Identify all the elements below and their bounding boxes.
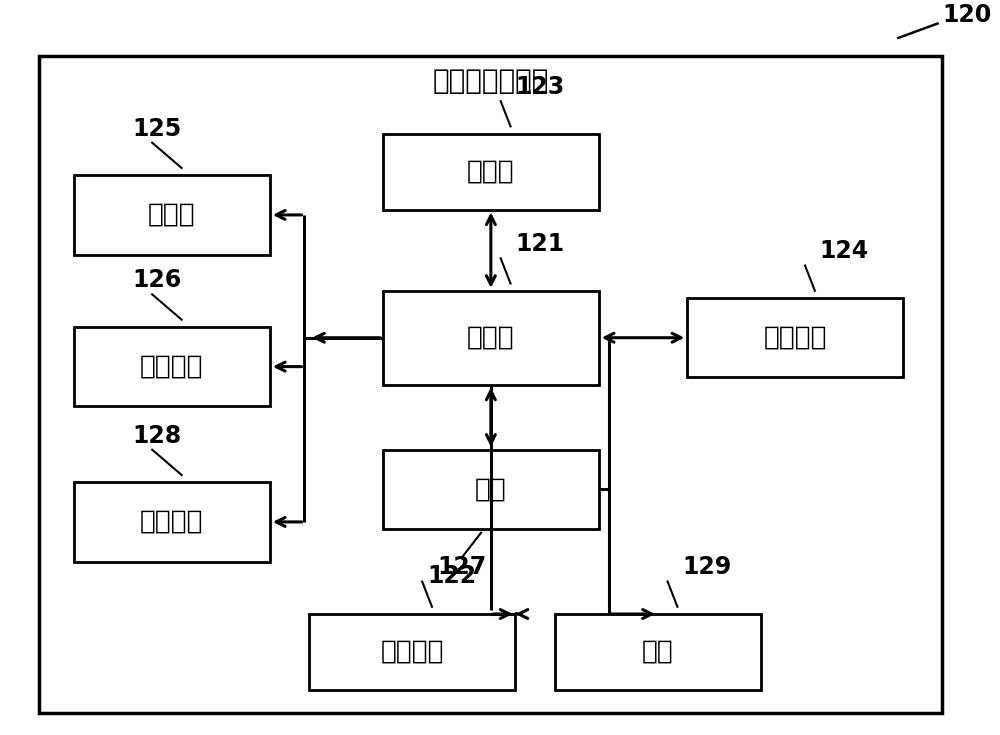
Bar [309,614,515,690]
Text: 128: 128 [133,423,182,448]
Text: 声音组件: 声音组件 [140,354,204,379]
Bar [555,614,761,690]
Bar [74,482,270,562]
Bar [383,450,599,529]
Text: 127: 127 [437,556,486,579]
Bar [74,327,270,406]
Text: 125: 125 [133,117,182,140]
Text: 121: 121 [515,232,565,256]
Text: 显示屏: 显示屏 [148,202,196,228]
Text: 振动组件: 振动组件 [381,639,444,665]
Text: 122: 122 [427,564,476,588]
Text: 内存: 内存 [475,476,507,503]
Text: 通信单元: 通信单元 [763,325,827,351]
Text: 电源: 电源 [642,639,674,665]
Text: 123: 123 [515,75,565,99]
Text: 处理器: 处理器 [467,325,515,351]
Bar [687,298,903,378]
Text: 存储器: 存储器 [467,159,515,184]
Text: 输入组件: 输入组件 [140,509,204,535]
Bar [74,175,270,254]
Text: 126: 126 [133,268,182,293]
Text: 129: 129 [682,556,732,579]
Bar [383,291,599,384]
Text: 便携式电子设备: 便携式电子设备 [433,68,549,96]
Text: 120: 120 [942,3,992,27]
Bar [383,134,599,209]
Text: 124: 124 [820,240,869,263]
